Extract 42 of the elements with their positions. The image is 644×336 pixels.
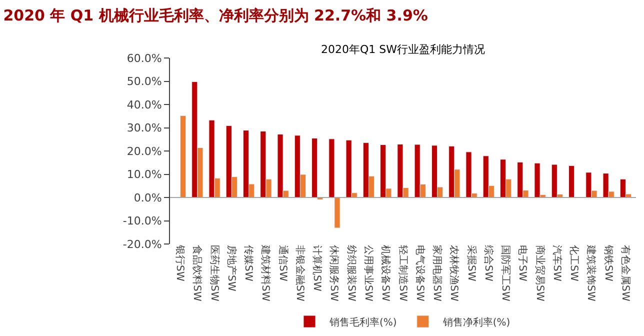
x-tick-label: 电气设备SW: [414, 245, 426, 302]
y-tick-label: 0.0%: [134, 191, 162, 204]
legend-label: 销售净利率(%): [442, 316, 510, 328]
x-tick-label: 钢铁SW: [602, 244, 614, 282]
x-tick-label: 有色金属SW: [619, 245, 632, 302]
x-tick-label: 国防军工SW: [500, 245, 512, 302]
x-tick-label: 综合SW: [482, 245, 494, 282]
x-tick-label: 通信SW: [276, 245, 289, 282]
x-tick-label: 非银金融SW: [294, 245, 306, 302]
x-tick-label: 电子SW: [516, 245, 529, 282]
x-tick-label: 化工SW: [568, 245, 580, 282]
x-tick-label: 银行SW: [174, 244, 186, 282]
x-tick-label: 食品饮料SW: [191, 245, 204, 302]
x-tick-label: 医药生物SW: [208, 245, 220, 302]
x-tick-label: 轻工制造SW: [396, 245, 409, 302]
x-tick-label: 纺织服装SW: [345, 245, 358, 302]
x-tick-label: 家用电器SW: [431, 245, 444, 302]
y-tick-label: -10.0%: [122, 214, 162, 228]
y-tick-label: 10.0%: [126, 168, 162, 182]
y-tick-label: 30.0%: [126, 122, 162, 135]
x-tick-label: 采掘SW: [465, 245, 478, 282]
x-tick-label: 公用事业SW: [362, 245, 374, 302]
y-tick-label: 60.0%: [126, 52, 162, 65]
chart-subtitle: 2020年Q1 SW行业盈利能力情况: [321, 43, 486, 56]
x-tick-label: 建筑材料SW: [260, 244, 272, 302]
x-tick-label: 商业贸易SW: [534, 245, 546, 302]
bar: [180, 115, 186, 198]
y-tick-label: 40.0%: [126, 98, 162, 112]
bar: [568, 165, 575, 198]
x-tick-label: 农林牧渔SW: [448, 245, 460, 302]
legend-label: 销售毛利率(%): [328, 316, 397, 328]
y-tick-label: 20.0%: [126, 144, 162, 158]
x-tick-label: 休闲服务SW: [328, 245, 340, 302]
x-tick-label: 建筑装饰SW: [585, 244, 598, 302]
y-tick-label: -20.0%: [122, 238, 162, 251]
x-tick-label: 汽车SW: [550, 245, 563, 282]
y-tick-label: 50.0%: [126, 75, 162, 88]
chart-title: 2020 年 Q1 机械行业毛利率、净利率分别为 22.7%和 3.9%: [3, 6, 428, 25]
x-tick-label: 传媒SW: [242, 245, 254, 282]
x-tick-label: 机械设备SW: [380, 245, 392, 302]
x-tick-label: 房地产SW: [225, 245, 238, 292]
x-tick-label: 计算机SW: [311, 245, 324, 292]
